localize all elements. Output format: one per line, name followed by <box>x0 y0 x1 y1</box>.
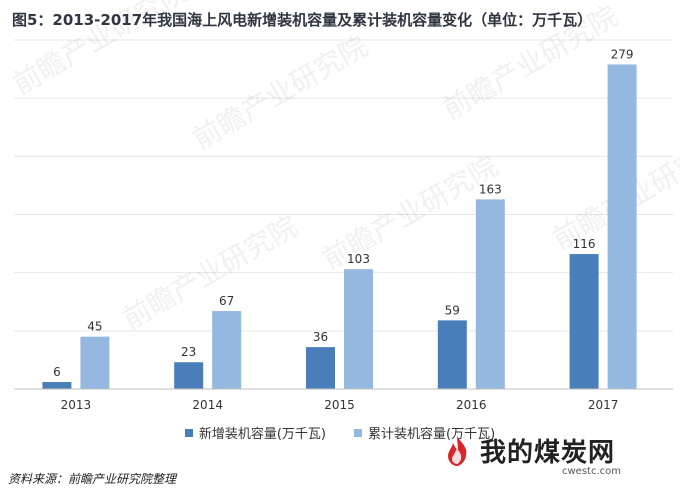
bar-cumulative-2017 <box>607 64 637 390</box>
bar-cumulative-2014 <box>212 311 242 389</box>
data-label-new-2016: 59 <box>445 303 460 317</box>
data-label-cumulative-2014: 67 <box>219 294 234 308</box>
bar-new-2014 <box>174 362 204 389</box>
bar-labels: 6 45 23 67 36 103 59 163 116 279 <box>53 47 633 379</box>
legend-label-new: 新增装机容量(万千瓦) <box>198 427 326 442</box>
bars <box>42 64 637 390</box>
data-label-cumulative-2016: 163 <box>479 182 502 196</box>
bar-cumulative-2015 <box>344 269 373 389</box>
flame-logo-icon <box>448 435 467 466</box>
chart-title: 图5：2013-2017年我国海上风电新增装机容量及累计装机容量变化（单位：万千… <box>12 11 593 29</box>
data-label-new-2015: 36 <box>313 330 328 344</box>
data-label-new-2013: 6 <box>53 365 61 379</box>
data-label-cumulative-2013: 45 <box>87 320 102 334</box>
legend-swatch-new <box>184 428 193 437</box>
x-tick-label-2015: 2015 <box>324 398 355 412</box>
legend: 新增装机容量(万千瓦) 累计装机容量(万千瓦) <box>0 423 680 442</box>
data-label-new-2014: 23 <box>181 345 196 359</box>
data-label-cumulative-2015: 103 <box>347 252 370 266</box>
bar-new-2013 <box>42 382 72 389</box>
watermark-text: 前瞻产业研究院 <box>437 0 623 126</box>
bar-new-2016 <box>437 320 467 389</box>
data-label-new-2017: 116 <box>573 237 596 251</box>
legend-label-cumulative: 累计装机容量(万千瓦) <box>368 427 496 442</box>
watermark-text: 前瞻产业研究院 <box>317 149 503 276</box>
watermark-text: 前瞻产业研究院 <box>7 0 193 101</box>
bar-cumulative-2013 <box>80 336 110 389</box>
legend-item-cumulative: 累计装机容量(万千瓦) <box>354 423 495 442</box>
legend-swatch-cumulative <box>354 428 362 437</box>
source-note: 资料来源：前瞻产业研究院整理 <box>8 472 177 486</box>
x-tick-labels: 2013 2014 2015 2016 2017 <box>61 398 619 412</box>
x-tick-label-2013: 2013 <box>61 398 92 412</box>
legend-item-new: 新增装机容量(万千瓦) <box>184 423 326 442</box>
bar-new-2017 <box>569 254 599 389</box>
watermark-text: 前瞻产业研究院 <box>187 29 373 156</box>
site-logo: 我的煤炭网 <box>440 432 615 469</box>
x-tick-label-2016: 2016 <box>456 398 487 412</box>
logo-url: cwestc.com <box>562 466 621 477</box>
logo-text: 我的煤炭网 <box>480 438 616 468</box>
x-tick-label-2017: 2017 <box>588 398 619 412</box>
x-tick-label-2014: 2014 <box>192 398 223 412</box>
gridlines <box>14 39 673 332</box>
bar-cumulative-2016 <box>475 199 505 389</box>
data-label-cumulative-2017: 279 <box>611 47 634 61</box>
bar-new-2015 <box>306 347 335 389</box>
